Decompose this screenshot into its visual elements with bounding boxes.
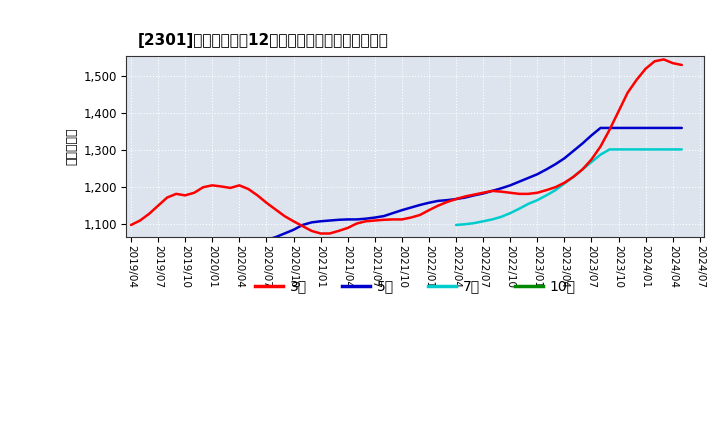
- Text: [2301]　当期純利益12か月移動合計の平均値の推移: [2301] 当期純利益12か月移動合計の平均値の推移: [138, 33, 389, 48]
- Y-axis label: （百万円）: （百万円）: [66, 128, 78, 165]
- Legend: 3年, 5年, 7年, 10年: 3年, 5年, 7年, 10年: [250, 274, 581, 299]
